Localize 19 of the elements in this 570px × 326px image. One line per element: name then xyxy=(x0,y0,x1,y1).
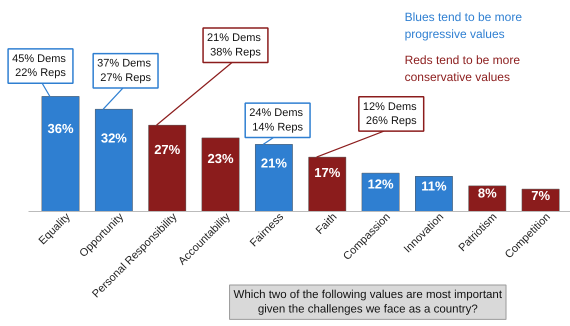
bar xyxy=(202,138,240,212)
text: Reds tend to be more conservative values xyxy=(404,53,520,84)
annotation: 45% Dems 22% Reps xyxy=(12,52,66,80)
text: Which two of the following values are most important given the challenges we face as a country? xyxy=(234,289,503,316)
data-label: 7% xyxy=(531,188,550,203)
annotation: 37% Dems 27% Reps xyxy=(97,58,152,84)
annotation: 24% Dems 14% Reps xyxy=(249,107,304,134)
annotation: 12% Dems 26% Reps xyxy=(362,100,418,128)
text: Blues tend to be more progressive values xyxy=(404,10,522,41)
data-label: 23% xyxy=(208,151,234,166)
data-label: 36% xyxy=(48,121,74,136)
data-label: 8% xyxy=(478,186,498,201)
annotation: 21% Dems 38% Reps xyxy=(207,32,262,58)
data-label: 12% xyxy=(368,176,394,192)
data-label: 27% xyxy=(154,142,181,157)
data-label: 11% xyxy=(421,178,448,194)
data-label: 32% xyxy=(100,130,128,146)
data-label: 17% xyxy=(314,164,341,180)
data-label: 21% xyxy=(260,156,288,171)
